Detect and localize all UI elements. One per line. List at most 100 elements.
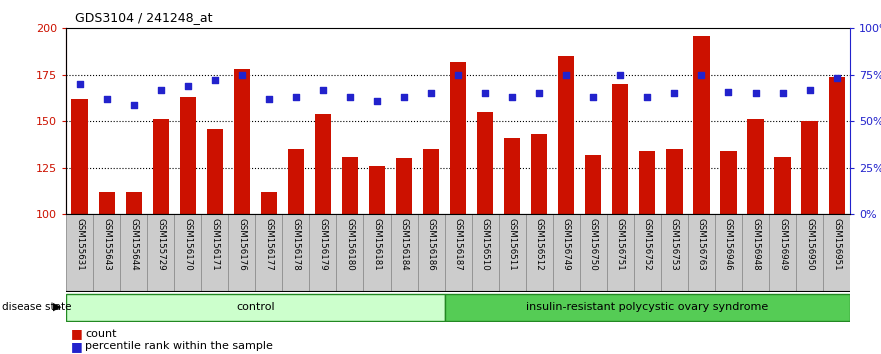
- Point: [127, 102, 141, 107]
- Bar: [66, 214, 93, 292]
- Point: [775, 91, 789, 96]
- Point: [830, 76, 844, 81]
- Bar: [418, 214, 445, 292]
- Bar: [201, 214, 228, 292]
- Bar: [640, 151, 655, 214]
- Text: insulin-resistant polycystic ovary syndrome: insulin-resistant polycystic ovary syndr…: [526, 302, 768, 312]
- Point: [208, 78, 222, 83]
- Text: ▶: ▶: [53, 302, 62, 312]
- Text: GSM156951: GSM156951: [833, 218, 841, 271]
- Bar: [633, 214, 661, 292]
- Point: [532, 91, 546, 96]
- Bar: [228, 214, 255, 292]
- Text: GSM156510: GSM156510: [481, 218, 490, 271]
- Bar: [120, 214, 147, 292]
- Text: GSM155729: GSM155729: [156, 218, 166, 271]
- Bar: [585, 155, 602, 214]
- Bar: [255, 214, 283, 292]
- Bar: [233, 69, 250, 214]
- Bar: [504, 138, 521, 214]
- Text: GSM156950: GSM156950: [805, 218, 814, 271]
- Text: control: control: [236, 302, 275, 312]
- Point: [181, 83, 195, 89]
- Text: GSM156178: GSM156178: [292, 218, 300, 271]
- Bar: [607, 214, 633, 292]
- Text: GSM156763: GSM156763: [697, 218, 706, 271]
- Bar: [152, 119, 169, 214]
- Point: [559, 72, 574, 78]
- Bar: [769, 214, 796, 292]
- Bar: [445, 293, 850, 321]
- Point: [478, 91, 492, 96]
- Bar: [288, 149, 304, 214]
- Point: [749, 91, 763, 96]
- Text: GSM156176: GSM156176: [237, 218, 247, 271]
- Text: GSM156177: GSM156177: [264, 218, 273, 271]
- Bar: [369, 166, 385, 214]
- Bar: [559, 56, 574, 214]
- Bar: [180, 97, 196, 214]
- Text: GSM156187: GSM156187: [454, 218, 463, 271]
- Text: ■: ■: [70, 327, 82, 341]
- Text: GSM156180: GSM156180: [345, 218, 354, 271]
- Bar: [450, 62, 466, 214]
- Point: [153, 87, 167, 92]
- Bar: [688, 214, 715, 292]
- Text: GSM155644: GSM155644: [130, 218, 138, 271]
- Bar: [661, 214, 688, 292]
- Bar: [147, 214, 174, 292]
- Bar: [531, 134, 547, 214]
- Text: GSM156753: GSM156753: [670, 218, 679, 271]
- Bar: [396, 159, 412, 214]
- Text: GSM156512: GSM156512: [535, 218, 544, 271]
- Text: percentile rank within the sample: percentile rank within the sample: [85, 341, 273, 352]
- Text: GSM156946: GSM156946: [724, 218, 733, 271]
- Text: ■: ■: [70, 340, 82, 353]
- Text: GSM156751: GSM156751: [616, 218, 625, 271]
- Bar: [390, 214, 418, 292]
- Text: disease state: disease state: [2, 302, 71, 312]
- Text: GSM156171: GSM156171: [211, 218, 219, 271]
- Bar: [499, 214, 526, 292]
- Bar: [99, 192, 115, 214]
- Bar: [823, 214, 850, 292]
- Bar: [71, 99, 88, 214]
- Text: GSM156949: GSM156949: [778, 218, 787, 270]
- Bar: [93, 214, 120, 292]
- Bar: [342, 156, 358, 214]
- Bar: [828, 76, 845, 214]
- Bar: [364, 214, 390, 292]
- Bar: [471, 214, 499, 292]
- Bar: [66, 293, 445, 321]
- Bar: [526, 214, 552, 292]
- Point: [668, 91, 682, 96]
- Text: GSM156170: GSM156170: [183, 218, 192, 271]
- Bar: [315, 114, 331, 214]
- Point: [803, 87, 817, 92]
- Point: [613, 72, 627, 78]
- Bar: [174, 214, 201, 292]
- Bar: [721, 151, 737, 214]
- Bar: [747, 119, 764, 214]
- Point: [424, 91, 438, 96]
- Point: [100, 96, 114, 102]
- Text: GDS3104 / 241248_at: GDS3104 / 241248_at: [75, 11, 212, 24]
- Text: count: count: [85, 329, 117, 339]
- Point: [505, 94, 519, 100]
- Bar: [207, 129, 223, 214]
- Bar: [612, 84, 628, 214]
- Text: GSM156181: GSM156181: [373, 218, 381, 271]
- Bar: [796, 214, 823, 292]
- Bar: [261, 192, 277, 214]
- Point: [722, 89, 736, 95]
- Bar: [337, 214, 364, 292]
- Point: [262, 96, 276, 102]
- Bar: [802, 121, 818, 214]
- Point: [586, 94, 600, 100]
- Text: GSM156752: GSM156752: [643, 218, 652, 271]
- Bar: [774, 156, 790, 214]
- Text: GSM156186: GSM156186: [426, 218, 435, 271]
- Bar: [309, 214, 337, 292]
- Text: GSM156750: GSM156750: [589, 218, 598, 271]
- Bar: [715, 214, 742, 292]
